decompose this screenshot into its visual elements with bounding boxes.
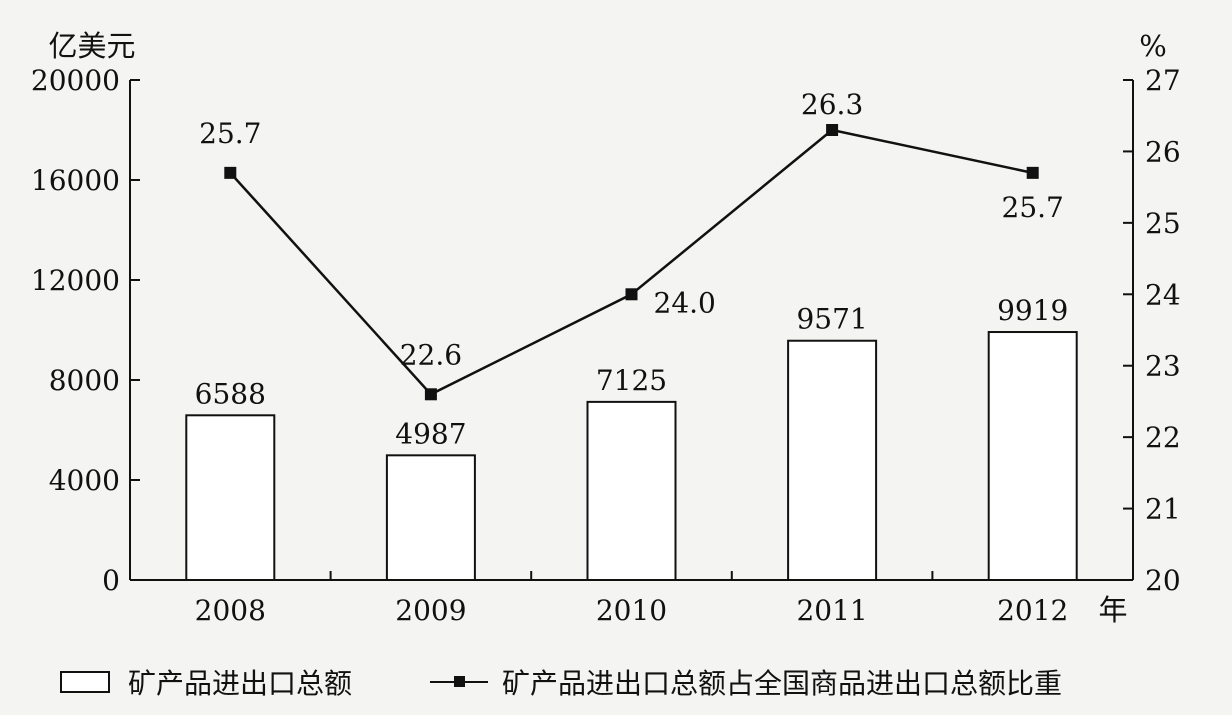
bar: [987, 331, 1078, 581]
line-point: [1026, 166, 1039, 179]
bar: [586, 400, 677, 581]
legend-item-bar: 矿产品进出口总额: [60, 662, 352, 702]
line-point: [424, 388, 437, 401]
line-point: [625, 288, 638, 301]
left-tick-label: 20000: [31, 64, 120, 97]
right-tick-label: 23: [1145, 350, 1181, 383]
x-tick-label: 2010: [596, 594, 667, 627]
right-axis-label: %: [1139, 29, 1167, 63]
bar: [787, 339, 878, 581]
right-tick-label: 27: [1145, 64, 1181, 97]
line-data-label: 25.7: [1002, 191, 1064, 224]
legend-label-bar: 矿产品进出口总额: [128, 667, 353, 700]
x-tick-label: 2008: [195, 594, 266, 627]
bar-data-label: 9919: [997, 294, 1068, 327]
bar-swatch: [60, 671, 110, 693]
x-tick-label: 2009: [395, 594, 466, 627]
legend: 矿产品进出口总额 矿产品进出口总额占全国商品进出口总额比重: [60, 662, 1062, 702]
legend-label-line: 矿产品进出口总额占全国商品进出口总额比重: [502, 667, 1063, 700]
bar-data-label: 6588: [195, 377, 266, 410]
right-tick-label: 21: [1145, 493, 1181, 526]
line-data-label: 26.3: [801, 88, 863, 121]
bar-data-label: 4987: [395, 417, 466, 450]
left-tick-label: 16000: [31, 164, 120, 197]
right-tick-label: 24: [1145, 278, 1181, 311]
axes: 0 4000 8000 12000 16000 20000 20 21 22 23 24 25 26 27…: [31, 64, 1181, 627]
bar-data-label: 9571: [796, 303, 867, 336]
line-point: [224, 166, 237, 179]
left-axis-label: 亿美元: [48, 29, 135, 63]
left-tick-label: 0: [102, 564, 120, 597]
left-tick-label: 12000: [31, 264, 120, 297]
x-axis-label: 年: [1098, 593, 1127, 627]
line-data-label: 24.0: [654, 286, 716, 319]
right-tick-label: 26: [1145, 135, 1181, 168]
left-tick-label: 8000: [49, 364, 120, 397]
bar-series: 6588 4987 7125 9571 9919: [185, 294, 1078, 582]
bar-data-label: 7125: [596, 364, 667, 397]
left-tick-label: 4000: [49, 464, 120, 497]
line-data-label: 25.7: [199, 117, 261, 150]
line-swatch: [430, 676, 489, 687]
bar: [385, 454, 476, 582]
bar: [185, 414, 276, 581]
line-point: [826, 124, 839, 136]
right-tick-label: 25: [1145, 207, 1181, 240]
line-data-label: 22.6: [400, 338, 462, 371]
right-tick-label: 22: [1145, 421, 1181, 454]
line-series: 25.7 22.6 24.0 26.3 25.7: [199, 88, 1064, 401]
right-tick-label: 20: [1145, 564, 1181, 597]
x-tick-label: 2012: [997, 594, 1068, 627]
x-tick-label: 2011: [796, 594, 867, 627]
legend-item-line: 矿产品进出口总额占全国商品进出口总额比重: [430, 662, 1062, 702]
line-path: [229, 128, 1033, 396]
